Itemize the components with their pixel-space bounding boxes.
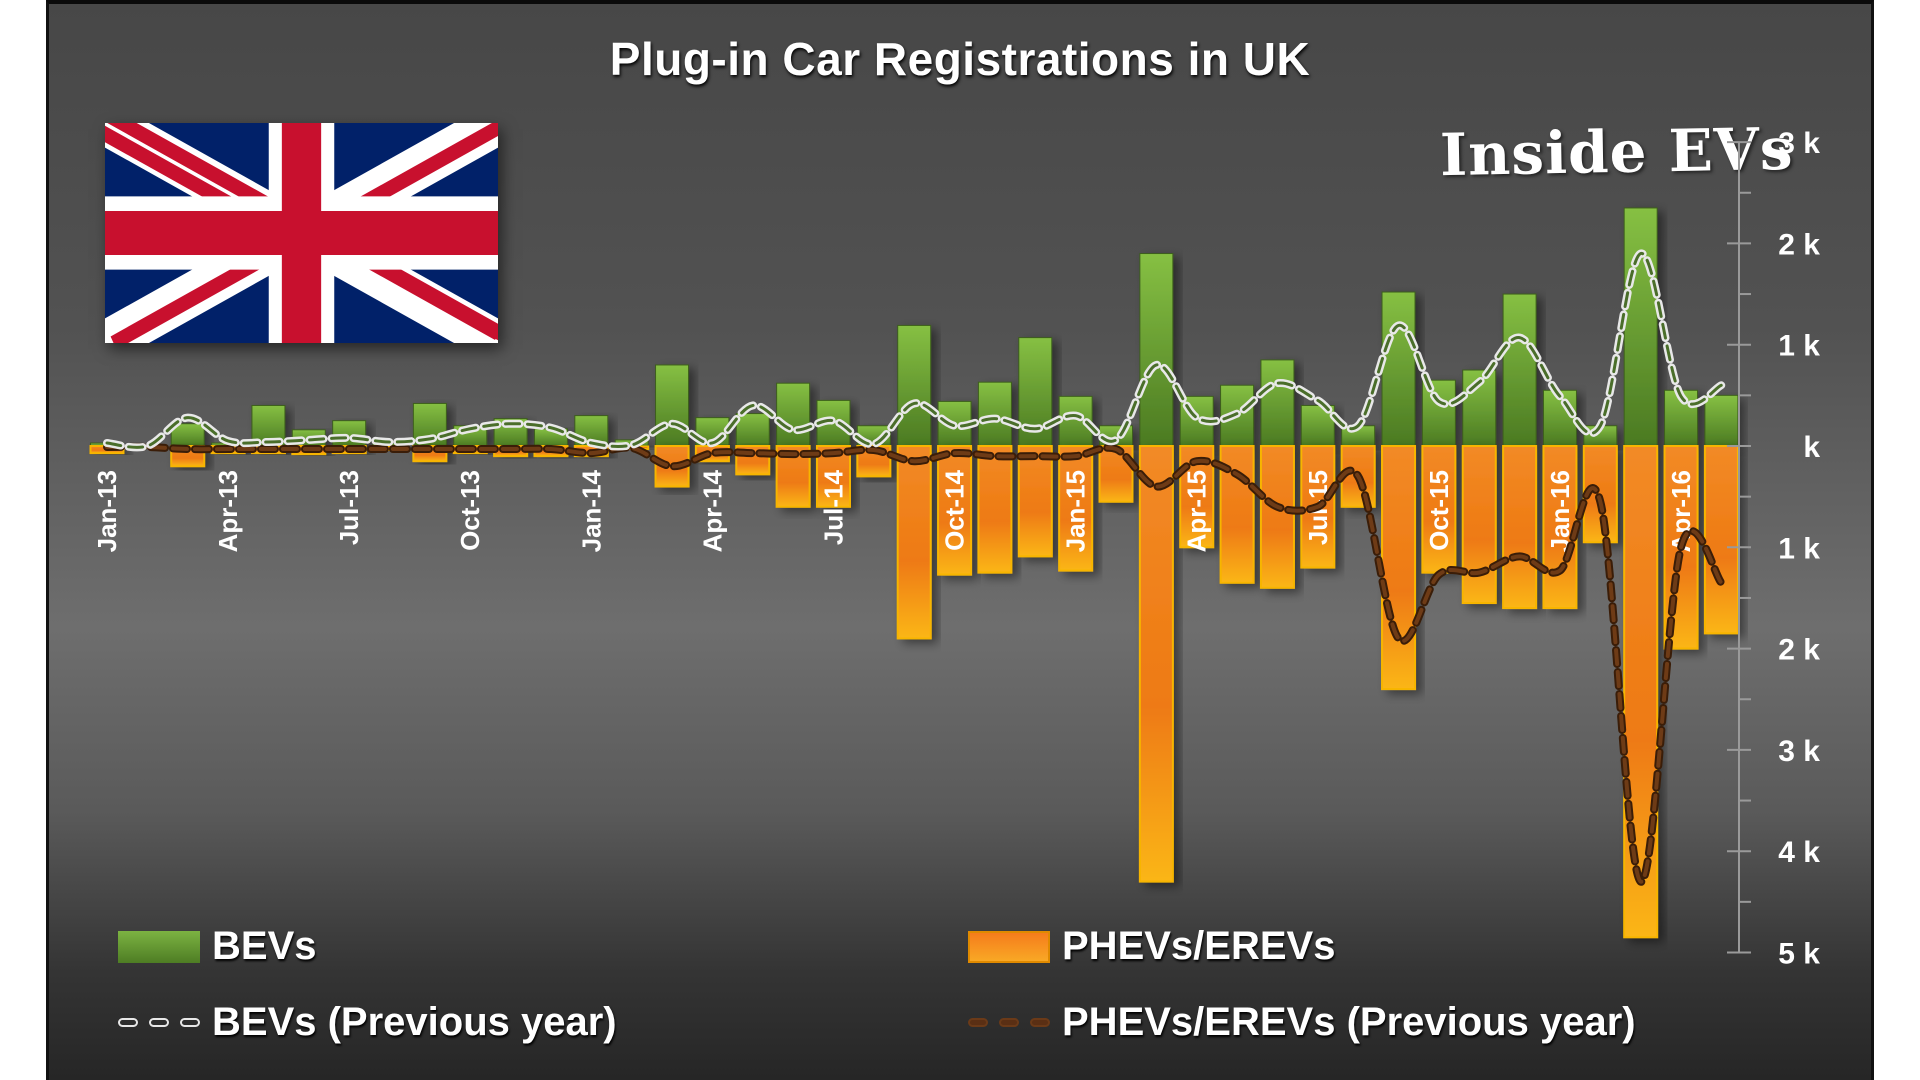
phev-bars bbox=[89, 445, 1739, 939]
y-tick-label: 5 k bbox=[1778, 938, 1820, 971]
x-tick-label: Oct-13 bbox=[455, 470, 485, 551]
phev-bar bbox=[937, 445, 973, 576]
bev-bar bbox=[1381, 291, 1416, 447]
phev-bar bbox=[1017, 445, 1053, 558]
y-tick-label: 2 k bbox=[1778, 228, 1820, 261]
phev-bar bbox=[896, 445, 932, 640]
bev-previous-year-line bbox=[103, 249, 1726, 452]
phev-bar bbox=[1623, 445, 1659, 939]
phev-bar bbox=[1421, 445, 1457, 574]
y-tick-label: 1 k bbox=[1778, 532, 1820, 565]
x-tick-label: Apr-13 bbox=[213, 470, 243, 552]
y-tick-label: 1 k bbox=[1778, 330, 1820, 363]
phev-bar bbox=[977, 445, 1013, 574]
phev-bar bbox=[1703, 445, 1739, 635]
x-axis-labels: Jan-13 Apr-13 Jul-13 Oct-13 Jan-14 Apr-14 Jul-… bbox=[92, 469, 1696, 552]
bev-bar bbox=[655, 364, 690, 447]
bev-bar bbox=[1139, 253, 1174, 447]
phev-bar bbox=[1259, 445, 1295, 589]
bev-bars bbox=[90, 207, 1739, 447]
x-tick-label: Oct-15 bbox=[1424, 470, 1454, 551]
bev-bar bbox=[897, 324, 932, 447]
y-tick-label: 4 k bbox=[1778, 836, 1820, 869]
y-tick-label: 3 k bbox=[1778, 127, 1820, 160]
phev-bar bbox=[1542, 445, 1578, 610]
bev-bar bbox=[776, 382, 811, 447]
phev-bar bbox=[1381, 445, 1417, 691]
x-tick-label: Apr-15 bbox=[1182, 470, 1212, 552]
phev-bar bbox=[1461, 445, 1497, 605]
bev-bar bbox=[735, 413, 770, 447]
phev-bar bbox=[1138, 445, 1174, 883]
y-tick-label: 3 k bbox=[1778, 735, 1820, 768]
phev-bar bbox=[1502, 445, 1538, 610]
y-axis: 3 k 2 k 1 k k 1 k 2 k 3 k 4 k 5 k bbox=[1727, 127, 1820, 971]
bev-bar bbox=[977, 381, 1012, 447]
bev-bar bbox=[1502, 293, 1537, 447]
x-tick-label: Jul-13 bbox=[334, 470, 364, 545]
x-tick-label: Jan-15 bbox=[1061, 470, 1091, 552]
x-tick-label: Jan-14 bbox=[576, 469, 606, 552]
x-tick-label: Jan-16 bbox=[1545, 470, 1575, 552]
phev-previous-year-line bbox=[103, 442, 1726, 886]
y-tick-label: 2 k bbox=[1778, 634, 1820, 667]
bev-bar bbox=[1704, 394, 1739, 447]
bev-bar bbox=[1260, 359, 1295, 447]
y-tick-label: k bbox=[1803, 431, 1820, 464]
bev-bar bbox=[1623, 207, 1658, 447]
x-tick-label: Jan-13 bbox=[92, 470, 122, 552]
x-tick-label: Jul-14 bbox=[818, 469, 848, 545]
x-tick-label: Oct-14 bbox=[940, 469, 970, 550]
chart-title: Plug-in Car Registrations in UK bbox=[609, 33, 1311, 85]
united-kingdom-flag-icon bbox=[105, 123, 498, 343]
phev-bar bbox=[1058, 445, 1094, 572]
x-tick-label: Apr-14 bbox=[697, 469, 727, 552]
